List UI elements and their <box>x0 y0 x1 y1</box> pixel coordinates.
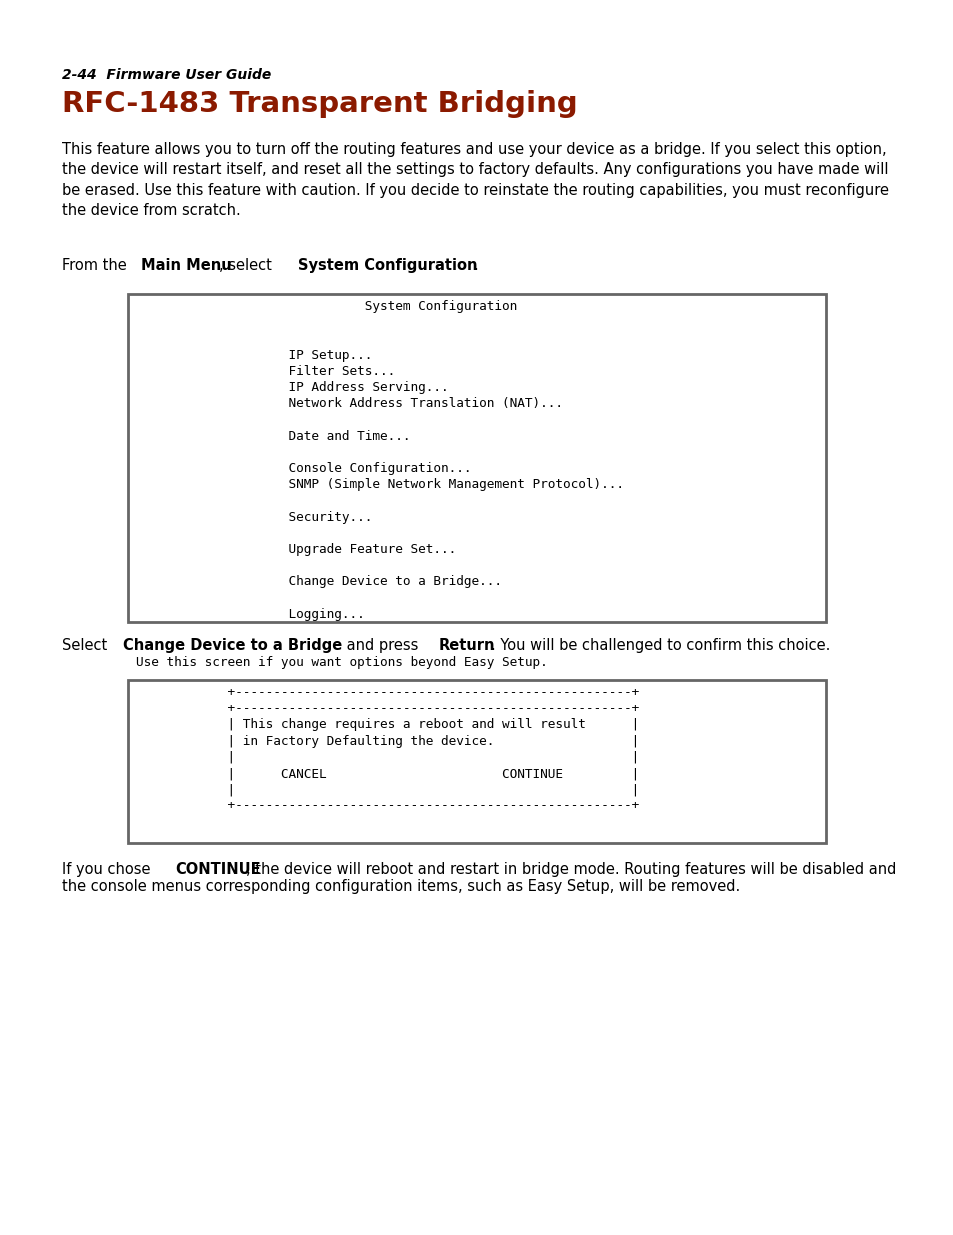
Text: Change Device to a Bridge: Change Device to a Bridge <box>123 638 342 653</box>
Text: RFC-1483 Transparent Bridging: RFC-1483 Transparent Bridging <box>62 90 578 119</box>
Text: 2-44  Firmware User Guide: 2-44 Firmware User Guide <box>62 68 271 82</box>
Text: . You will be challenged to confirm this choice.: . You will be challenged to confirm this… <box>490 638 829 653</box>
Text: and press: and press <box>341 638 422 653</box>
Text: Select: Select <box>62 638 112 653</box>
Text: From the: From the <box>62 258 132 273</box>
Text: the console menus corresponding configuration items, such as Easy Setup, will be: the console menus corresponding configur… <box>62 879 740 894</box>
FancyBboxPatch shape <box>128 294 825 622</box>
Text: This feature allows you to turn off the routing features and use your device as : This feature allows you to turn off the … <box>62 142 888 219</box>
FancyBboxPatch shape <box>128 680 825 844</box>
Text: , select: , select <box>219 258 276 273</box>
Text: .: . <box>473 258 477 273</box>
Text: CONTINUE: CONTINUE <box>175 862 261 877</box>
Text: Return: Return <box>437 638 495 653</box>
Text: If you chose: If you chose <box>62 862 155 877</box>
Text: System Configuration


                    IP Setup...
                    Filte: System Configuration IP Setup... Filte <box>136 300 623 669</box>
Text: +----------------------------------------------------+
            +------------: +---------------------------------------… <box>136 685 639 813</box>
Text: System Configuration: System Configuration <box>298 258 477 273</box>
Text: , the device will reboot and restart in bridge mode. Routing features will be di: , the device will reboot and restart in … <box>246 862 895 877</box>
Text: Main Menu: Main Menu <box>141 258 232 273</box>
